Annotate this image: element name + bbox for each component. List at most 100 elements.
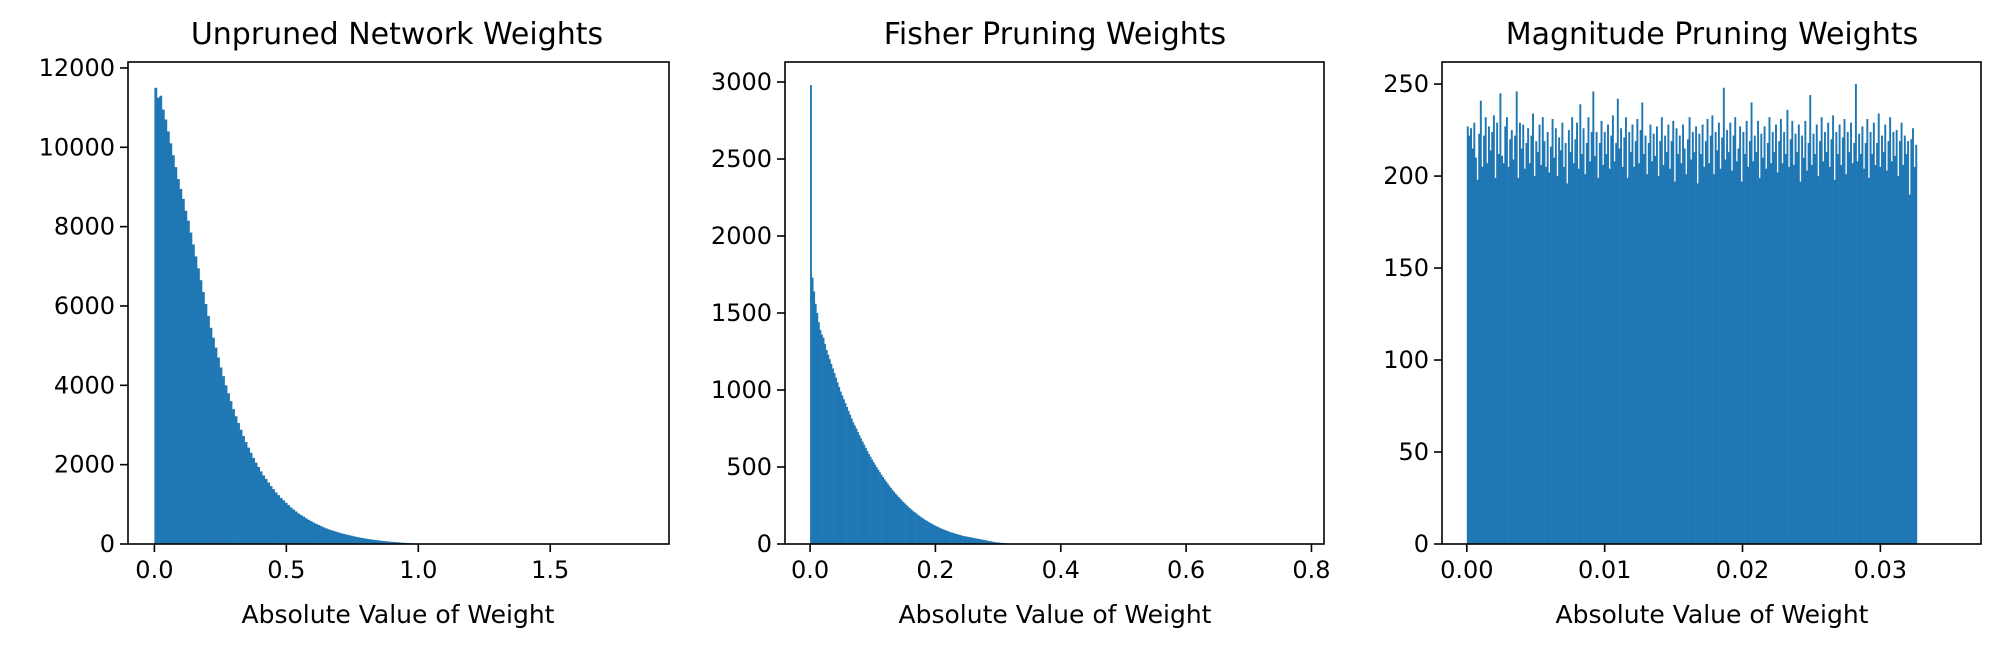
histogram-bar bbox=[933, 525, 936, 544]
histogram-bar bbox=[1652, 133, 1655, 544]
histogram-bar bbox=[1540, 165, 1543, 544]
histogram-bar bbox=[1471, 148, 1474, 544]
histogram-bar bbox=[1600, 120, 1603, 545]
histogram-bar bbox=[1740, 181, 1743, 544]
histogram-bar bbox=[1820, 117, 1823, 544]
histogram-bar bbox=[1607, 124, 1609, 545]
histogram-bar bbox=[1662, 165, 1665, 544]
histogram-bar bbox=[287, 505, 291, 544]
histogram-bar bbox=[982, 539, 985, 544]
histogram-bar bbox=[880, 474, 883, 544]
histogram-bar bbox=[1558, 137, 1561, 544]
histogram-bar bbox=[1696, 183, 1699, 545]
histogram-bar bbox=[184, 210, 188, 544]
histogram-bar bbox=[976, 538, 979, 544]
histogram-bar bbox=[1567, 130, 1570, 544]
histogram-bar bbox=[1907, 141, 1910, 545]
histogram-bar bbox=[219, 367, 223, 544]
histogram-bar bbox=[938, 527, 941, 544]
histogram-bar bbox=[1812, 133, 1815, 544]
histogram-bar bbox=[1564, 142, 1567, 544]
histogram-bar bbox=[372, 539, 376, 544]
histogram-bar bbox=[852, 422, 855, 544]
histogram-bar bbox=[192, 244, 195, 545]
histogram-bar bbox=[1496, 122, 1499, 545]
x-axis-label: Absolute Value of Weight bbox=[242, 600, 555, 629]
histogram-bar bbox=[1527, 128, 1530, 545]
histogram-bar bbox=[257, 467, 260, 544]
histogram-bar bbox=[1887, 141, 1890, 545]
histogram-bar bbox=[197, 268, 200, 544]
histogram-bar bbox=[1828, 166, 1831, 545]
histogram-bar bbox=[835, 377, 838, 544]
histogram-bar bbox=[1481, 166, 1484, 545]
histogram-bar bbox=[1871, 153, 1874, 545]
histogram-bar bbox=[299, 515, 303, 544]
histogram-bar bbox=[951, 532, 953, 544]
histogram-bar bbox=[1683, 148, 1686, 544]
histogram-bar bbox=[199, 280, 203, 544]
histogram-bar bbox=[969, 537, 972, 544]
histogram-bar bbox=[237, 423, 240, 544]
histogram-bar bbox=[1807, 142, 1810, 544]
histogram-bar bbox=[946, 530, 949, 544]
histogram-bar bbox=[1739, 126, 1742, 544]
histogram-bar bbox=[1538, 124, 1541, 545]
histogram-bar bbox=[1532, 113, 1534, 544]
histogram-bar bbox=[839, 391, 842, 544]
histogram-bar bbox=[1590, 131, 1593, 544]
histogram-bar bbox=[1884, 124, 1887, 545]
histogram-bar bbox=[842, 399, 845, 544]
histogram-bar bbox=[1755, 152, 1758, 544]
histogram-bar bbox=[1731, 170, 1733, 545]
histogram-bar bbox=[1735, 161, 1738, 544]
histogram-bar bbox=[1651, 161, 1654, 544]
histogram-bar bbox=[971, 537, 974, 544]
histogram-bar bbox=[830, 363, 833, 544]
histogram-bar bbox=[810, 85, 812, 544]
histogram-bar bbox=[264, 478, 268, 544]
histogram-bar bbox=[1889, 117, 1892, 544]
histogram-bar bbox=[1501, 155, 1503, 544]
histogram-bar bbox=[234, 416, 238, 544]
histogram-bar bbox=[874, 464, 877, 544]
histogram-bar bbox=[1796, 152, 1799, 544]
histogram-bar bbox=[1549, 146, 1552, 544]
histogram-bar bbox=[1856, 161, 1859, 544]
histogram-bar bbox=[1499, 93, 1502, 545]
histogram-bar bbox=[1897, 176, 1900, 544]
histogram-bar bbox=[1898, 141, 1901, 545]
histogram-bar bbox=[1784, 153, 1787, 545]
histogram-bar bbox=[1470, 128, 1472, 545]
histogram-bar bbox=[1799, 181, 1802, 544]
histogram-bar bbox=[1510, 130, 1513, 544]
histogram-bar bbox=[1592, 91, 1595, 544]
histogram-bar bbox=[1546, 131, 1549, 544]
histogram-bar bbox=[314, 523, 318, 544]
histogram-bar bbox=[272, 489, 276, 544]
histogram-bar bbox=[962, 535, 964, 544]
histogram-bar bbox=[1867, 177, 1870, 544]
histogram-bar bbox=[1830, 139, 1833, 544]
histogram-bar bbox=[821, 334, 823, 544]
histogram-bar bbox=[1859, 153, 1862, 545]
histogram-bar bbox=[1466, 126, 1469, 544]
x-tick-label: 0.5 bbox=[267, 556, 305, 584]
histogram-bar bbox=[1616, 98, 1619, 544]
histogram-bar bbox=[395, 542, 398, 544]
histogram-bar bbox=[1649, 124, 1652, 545]
histogram-bar bbox=[963, 536, 966, 544]
histogram-bar bbox=[832, 368, 834, 544]
histogram-bar bbox=[1626, 177, 1629, 544]
histogram-bar bbox=[911, 510, 914, 544]
histogram-bar bbox=[974, 538, 977, 544]
histogram-bar bbox=[1572, 163, 1575, 544]
histogram-bar bbox=[872, 462, 875, 544]
histogram-bar bbox=[1566, 183, 1569, 545]
histogram-bar bbox=[916, 514, 919, 544]
histogram-bar bbox=[1579, 104, 1582, 544]
histogram-bar bbox=[164, 119, 168, 545]
histogram-bar bbox=[1779, 119, 1782, 544]
histogram-bar bbox=[284, 502, 288, 544]
histogram-bar bbox=[1504, 126, 1507, 544]
